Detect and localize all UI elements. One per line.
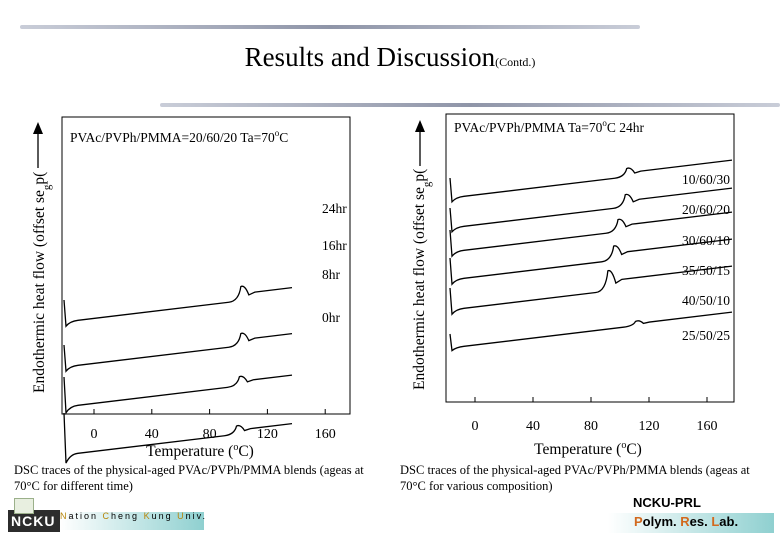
series-label: 35/50/15 xyxy=(682,263,730,278)
lab-bar xyxy=(608,513,774,533)
top-rule xyxy=(20,25,640,29)
y-axis-arrowhead xyxy=(33,122,43,134)
title-underline xyxy=(160,103,780,107)
lab-name: Polym. Res. Lab. xyxy=(634,514,739,529)
seal-emblem xyxy=(14,498,34,514)
dsc-trace-16hr xyxy=(63,332,293,373)
dsc-trace-10-60-30 xyxy=(449,159,733,204)
dsc-trace-30-60-10 xyxy=(449,211,733,258)
dsc-trace-20-60-20 xyxy=(449,187,733,234)
university-bar xyxy=(60,512,204,530)
page-title: Results and Discussion(Contd.) xyxy=(0,42,780,73)
dsc-trace-24hr xyxy=(63,285,293,328)
series-label: 0hr xyxy=(322,310,341,325)
x-tick-label: 80 xyxy=(203,427,217,442)
series-label: 8hr xyxy=(322,267,341,282)
ncku-logo: NCKU xyxy=(8,510,60,532)
x-tick-label: 0 xyxy=(91,427,98,442)
chart-left: Endothermic heat flow (offset segp( PVAc… xyxy=(31,116,351,464)
x-tick-label: 160 xyxy=(697,419,718,434)
dsc-trace-25-50-25 xyxy=(449,311,733,352)
x-tick-label: 0 xyxy=(472,419,479,434)
y-axis-label: Endothermic heat flow (offset segp( xyxy=(411,169,433,390)
dsc-trace-40-50-10 xyxy=(449,265,733,316)
series-label: 16hr xyxy=(322,238,347,253)
chart-title: PVAc/PVPh/PMMA Ta=70oC 24hr xyxy=(454,118,644,135)
dsc-trace-35-50-15 xyxy=(449,238,733,286)
chart-title: PVAc/PVPh/PMMA=20/60/20 Ta=70oC xyxy=(70,128,288,145)
x-tick-label: 120 xyxy=(257,427,278,442)
y-axis-arrowhead xyxy=(415,120,425,132)
plot-frame xyxy=(61,116,351,415)
ncku-logo-text: NCKU xyxy=(11,513,56,529)
y-axis-label: Endothermic heat flow (offset segp( xyxy=(31,172,53,393)
page-title-suffix: (Contd.) xyxy=(495,55,536,69)
lab-short-name: NCKU-PRL xyxy=(633,495,701,510)
chart-right: Endothermic heat flow (offset segp( PVAc… xyxy=(411,113,735,458)
series-label: 24hr xyxy=(322,201,347,216)
x-axis-label: Temperature (oC) xyxy=(534,440,642,458)
caption-left: DSC traces of the physical-aged PVAc/PVP… xyxy=(14,463,364,493)
x-axis-label: Temperature (oC) xyxy=(146,442,254,460)
x-tick-label: 80 xyxy=(584,419,598,434)
x-tick-label: 40 xyxy=(145,427,159,442)
caption-right: DSC traces of the physical-aged PVAc/PVP… xyxy=(400,463,750,493)
series-label: 25/50/25 xyxy=(682,328,730,343)
series-label: 10/60/30 xyxy=(682,172,730,187)
series-label: 40/50/10 xyxy=(682,293,730,308)
dsc-trace-0hr xyxy=(63,412,293,464)
x-tick-label: 160 xyxy=(315,427,336,442)
x-tick-label: 40 xyxy=(526,419,540,434)
dsc-trace-8hr xyxy=(63,374,293,415)
page-title-text: Results and Discussion xyxy=(244,42,496,72)
plot-frame xyxy=(445,113,735,403)
university-name: Nation Cheng Kung Univ. xyxy=(60,511,207,521)
x-tick-label: 120 xyxy=(639,419,660,434)
